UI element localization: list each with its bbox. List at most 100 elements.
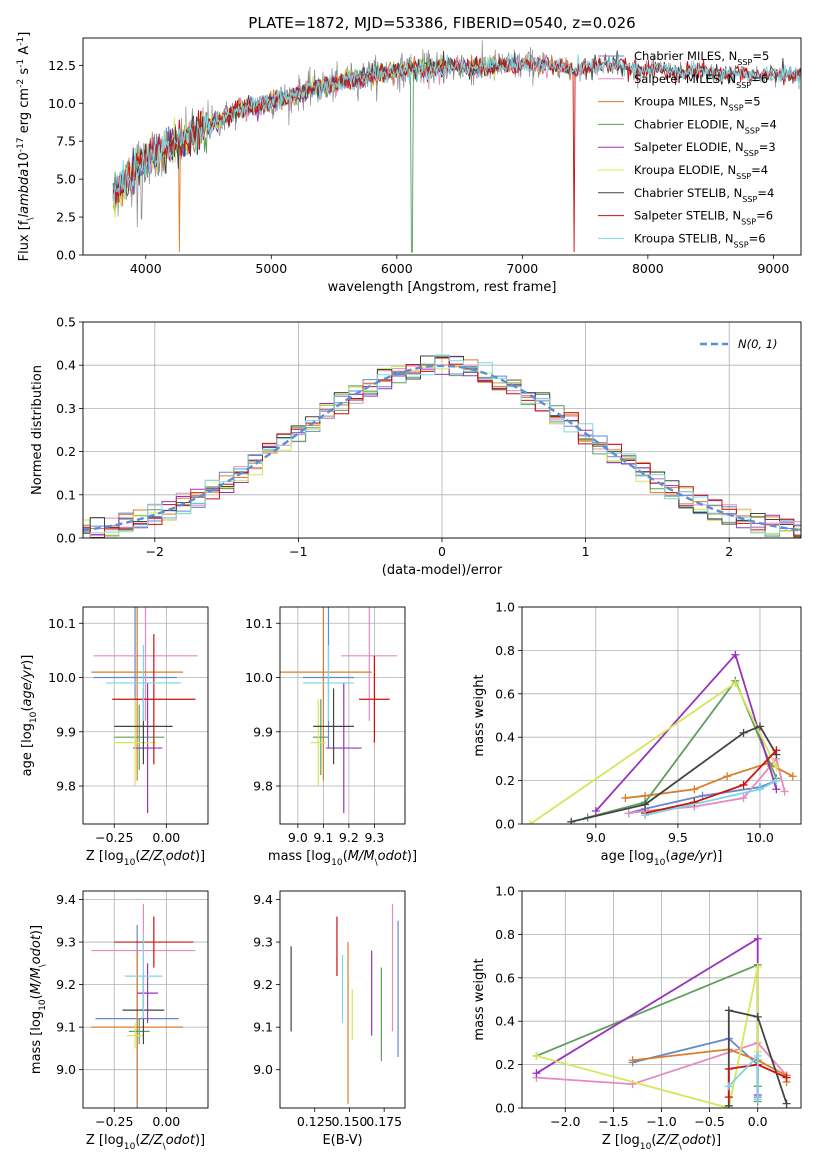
legend-label: Chabrier ELODIE, NSSP=4 xyxy=(634,117,777,135)
y-tick-label: 12.5 xyxy=(48,58,76,73)
weight-series-line xyxy=(536,966,759,1108)
weight-point-marker xyxy=(731,678,740,687)
x-tick-label: 9.5 xyxy=(668,830,688,845)
y-tick-label: 10.1 xyxy=(48,616,76,631)
x-tick-label: 1 xyxy=(582,544,590,559)
age-vs-mass-errorbars xyxy=(280,607,398,814)
weight-series-line xyxy=(644,779,777,817)
age-vs-z-ylabel: age [log10(age/yr)] xyxy=(20,655,39,777)
x-tick-label: −2.0 xyxy=(550,1114,580,1129)
weight-series-line xyxy=(595,652,778,812)
weight-point-marker xyxy=(755,785,764,794)
mass-vs-z-errorbars xyxy=(91,903,196,1108)
y-tick-label: 0.3 xyxy=(56,401,76,416)
x-tick-label: −0.25 xyxy=(95,830,133,845)
x-tick-label: −1 xyxy=(289,544,307,559)
weight-point-marker xyxy=(628,1056,637,1065)
age-vs-z-errorbars xyxy=(91,607,198,814)
weight-point-marker xyxy=(591,806,600,815)
weight-point-marker xyxy=(739,728,748,737)
y-tick-label: 0.0 xyxy=(495,817,515,832)
x-tick-label: 0.175 xyxy=(366,1114,402,1129)
x-tick-label: 9.0 xyxy=(288,830,308,845)
x-tick-label: −2 xyxy=(146,544,164,559)
mass-vs-ebv-xlabel: E(B-V) xyxy=(322,1133,362,1148)
weight-point-marker xyxy=(772,776,781,785)
age-vs-mass-xlabel: mass [log10(M/M\odot)] xyxy=(268,849,417,868)
weight-point-marker xyxy=(731,650,740,659)
x-tick-label: 6000 xyxy=(381,261,413,276)
weight-point-marker xyxy=(532,1069,541,1078)
y-tick-label: 0.2 xyxy=(56,444,76,459)
y-tick-label: 9.2 xyxy=(253,977,273,992)
x-tick-label: 0.00 xyxy=(152,830,180,845)
y-tick-label: 1.0 xyxy=(495,884,515,899)
y-tick-label: 0.0 xyxy=(56,248,76,263)
weight-point-marker xyxy=(782,1073,791,1082)
weight-point-marker xyxy=(526,820,535,824)
weight-point-marker xyxy=(753,1012,762,1021)
y-tick-label: 9.0 xyxy=(253,1062,273,1077)
weight-point-marker xyxy=(780,787,789,796)
y-tick-label: 2.5 xyxy=(56,210,76,225)
weight-vs-z-xlabel: Z [log10(Z/Z\odot)] xyxy=(602,1133,721,1152)
y-tick-label: 9.9 xyxy=(56,724,76,739)
weight-point-marker xyxy=(739,793,748,802)
weight-point-marker xyxy=(788,772,797,781)
spectrum-title: PLATE=1872, MJD=53386, FIBERID=0540, z=0… xyxy=(248,14,635,32)
residual-histogram xyxy=(83,354,801,538)
weight-point-marker xyxy=(567,817,576,824)
weight-point-marker xyxy=(753,962,762,971)
y-tick-label: 10.0 xyxy=(48,670,76,685)
normal-reference-curve xyxy=(83,364,801,532)
age-vs-z-frame xyxy=(82,606,209,825)
y-tick-label: 1.0 xyxy=(495,600,515,615)
legend-label: Salpeter MILES, NSSP=6 xyxy=(634,72,768,90)
y-tick-label: 9.9 xyxy=(253,724,273,739)
y-tick-label: 0.5 xyxy=(56,315,76,330)
y-tick-label: 0.4 xyxy=(56,358,76,373)
age-vs-z-xlabel: Z [log10(Z/Z\odot)] xyxy=(86,849,205,868)
weight-series-line xyxy=(535,937,759,1095)
y-tick-label: 5.0 xyxy=(56,172,76,187)
x-tick-label: 4000 xyxy=(130,261,162,276)
weight-point-marker xyxy=(641,811,650,820)
y-tick-label: 9.4 xyxy=(253,892,273,907)
mass-vs-z-ylabel: mass [log10(M/M\odot)] xyxy=(29,925,48,1074)
x-tick-label: 0.00 xyxy=(152,1114,180,1129)
x-tick-label: −1.5 xyxy=(598,1114,628,1129)
spectrum-axes: 4000 5000 6000 7000 8000 9000 0.0 2.5 5.0 7.5 10.0… xyxy=(48,58,789,276)
legend-label: Chabrier STELIB, NSSP=4 xyxy=(634,186,774,204)
y-tick-label: 9.4 xyxy=(56,892,76,907)
legend-label: Chabrier MILES, NSSP=5 xyxy=(634,49,769,67)
y-tick-label: 10.0 xyxy=(48,96,76,111)
legend-label: Kroupa ELODIE, NSSP=4 xyxy=(634,163,768,181)
weight-vs-z-frame xyxy=(521,890,802,1109)
y-tick-label: 9.3 xyxy=(56,935,76,950)
spectrum-legend: Chabrier MILES, NSSP=5 Salpeter MILES, NS… xyxy=(598,49,777,249)
y-tick-label: 0.4 xyxy=(495,1014,515,1029)
spectrum-frame xyxy=(82,37,802,256)
weight-vs-age-frame xyxy=(521,606,802,825)
model-spectrum xyxy=(112,53,801,201)
weight-point-marker xyxy=(739,780,748,789)
x-tick-label: 0.125 xyxy=(297,1114,333,1129)
y-tick-label: 0.0 xyxy=(56,531,76,546)
y-tick-label: 0.4 xyxy=(495,730,515,745)
y-tick-label: 0.2 xyxy=(495,1057,515,1072)
x-tick-label: −1.0 xyxy=(646,1114,676,1129)
x-tick-label: 9.2 xyxy=(339,830,359,845)
weight-series-line xyxy=(644,749,778,814)
y-tick-label: 9.8 xyxy=(253,779,273,794)
y-tick-label: 9.1 xyxy=(56,1020,76,1035)
y-tick-label: 9.2 xyxy=(56,977,76,992)
x-tick-label: −0.5 xyxy=(694,1114,724,1129)
weight-point-marker xyxy=(724,1093,733,1102)
mass-vs-ebv-frame xyxy=(279,890,406,1109)
y-tick-label: 9.1 xyxy=(253,1020,273,1035)
spectrum-ylabel: Flux [f\lambda10-17 erg cm-2 s-1 A-1] xyxy=(16,32,36,262)
weight-series-line xyxy=(536,963,759,1102)
x-tick-label: 5000 xyxy=(255,261,287,276)
y-tick-label: 0.1 xyxy=(56,487,76,502)
